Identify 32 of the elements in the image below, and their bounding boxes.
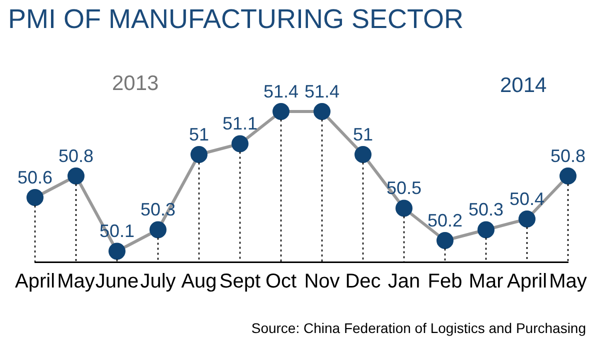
- data-label: 51.4: [304, 81, 340, 102]
- x-tick-label: July: [140, 270, 176, 293]
- data-label: 50.6: [17, 167, 53, 188]
- x-tick-label: June: [95, 270, 139, 293]
- data-label: 50.1: [99, 221, 135, 242]
- x-tick-label: Oct: [265, 270, 297, 293]
- data-label: 51.4: [263, 81, 299, 102]
- data-label: 51: [188, 124, 210, 144]
- data-label: 51.1: [222, 114, 258, 134]
- x-tick-label: Jan: [388, 270, 420, 293]
- x-tick-label: May: [57, 270, 95, 293]
- x-tick-label: Nov: [304, 270, 340, 293]
- text: 2014: [500, 74, 547, 98]
- x-tick-label: Sept: [219, 270, 262, 293]
- x-tick-label: April: [14, 270, 56, 293]
- x-tick-label: April: [506, 270, 548, 293]
- data-label: 50.4: [509, 188, 545, 209]
- source-note: Source: China Federation of Logistics and Purchasing: [251, 320, 586, 336]
- x-tick-label: Dec: [345, 270, 381, 293]
- chart-title: PMI OF MANUFACTURING SECTOR: [8, 4, 464, 35]
- data-label: 50.8: [550, 146, 586, 166]
- data-label: 50.5: [386, 178, 422, 198]
- data-label: 50.2: [427, 210, 463, 230]
- x-tick-label: Aug: [181, 270, 217, 293]
- data-label: 50.3: [140, 200, 176, 220]
- data-label: 50.3: [468, 200, 504, 220]
- data-label: 51: [352, 124, 374, 144]
- data-label: 50.8: [58, 146, 94, 166]
- x-tick-label: Feb: [428, 270, 462, 293]
- x-tick-label: May: [549, 270, 587, 293]
- x-tick-label: Mar: [468, 270, 504, 293]
- text: 2013: [112, 72, 159, 96]
